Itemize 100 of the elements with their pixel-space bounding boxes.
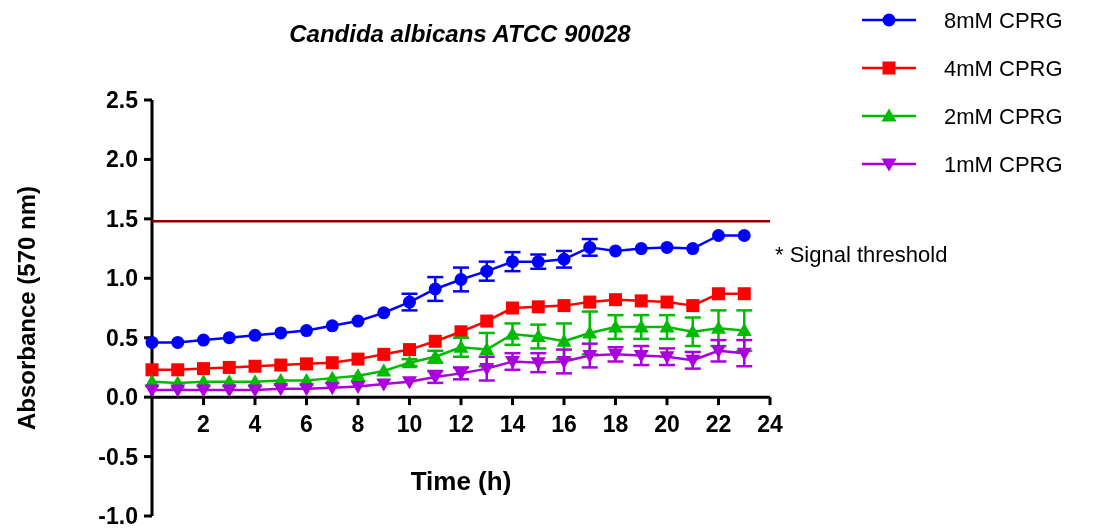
point — [634, 294, 648, 308]
point — [376, 363, 392, 377]
y-tick-label: 2.0 — [106, 146, 138, 173]
point — [300, 357, 313, 371]
x-tick-label: 12 — [448, 411, 474, 438]
point — [351, 314, 365, 328]
point — [480, 314, 494, 328]
x-tick-label: 20 — [654, 411, 680, 438]
point — [609, 244, 622, 258]
point — [428, 334, 442, 348]
point — [531, 300, 545, 314]
point — [608, 319, 623, 333]
y-tick-label: 2.5 — [106, 87, 139, 114]
point — [633, 319, 649, 333]
point — [274, 358, 288, 372]
point — [248, 359, 262, 373]
x-tick-label: 16 — [551, 411, 577, 438]
point — [222, 360, 236, 374]
y-axis-title: Absorbance (570 nm) — [13, 185, 40, 431]
point — [145, 363, 159, 377]
legend-label: 2mM CPRG — [944, 103, 1063, 129]
point — [505, 355, 520, 369]
y-tick-label: -1.0 — [98, 503, 138, 530]
point — [609, 293, 622, 307]
point — [428, 282, 442, 296]
point — [197, 362, 210, 376]
point — [685, 354, 701, 368]
point — [530, 357, 546, 371]
point — [171, 363, 185, 377]
point — [736, 347, 752, 361]
y-tick-label: 1.5 — [106, 205, 139, 232]
x-tick-label: 14 — [499, 411, 526, 438]
point — [248, 328, 262, 342]
point — [712, 229, 725, 242]
point — [506, 255, 519, 269]
point — [350, 380, 366, 394]
point — [712, 287, 725, 301]
point — [196, 384, 211, 398]
x-axis-title: Time (h) — [410, 466, 512, 496]
point — [403, 343, 416, 357]
point — [325, 319, 339, 333]
x-tick-label: 10 — [396, 411, 423, 438]
point — [171, 335, 185, 349]
point — [197, 333, 210, 347]
point — [686, 242, 700, 256]
point — [685, 324, 701, 338]
x-tick-label: 4 — [248, 411, 262, 438]
x-tick-label: 22 — [705, 411, 732, 438]
point — [453, 339, 469, 353]
point — [736, 323, 752, 337]
point — [479, 342, 495, 356]
point — [377, 306, 391, 320]
point — [299, 383, 314, 397]
point — [582, 350, 598, 364]
point — [145, 335, 159, 349]
y-tick-label: 0.0 — [106, 384, 138, 411]
point — [454, 272, 468, 286]
point — [247, 384, 263, 398]
point — [711, 320, 726, 334]
point — [505, 326, 520, 340]
point — [557, 299, 571, 313]
legend-label: 4mM CPRG — [944, 55, 1063, 81]
point — [686, 299, 700, 313]
point — [479, 363, 495, 377]
x-tick-label: 24 — [757, 411, 783, 438]
y-tick-label: 1.0 — [106, 265, 138, 292]
point — [583, 295, 597, 309]
x-tick-label: 8 — [351, 411, 365, 438]
point — [711, 345, 726, 359]
point — [737, 229, 751, 242]
point — [402, 376, 417, 390]
x-tick-label: 18 — [602, 411, 629, 438]
y-tick-label: -0.5 — [98, 443, 139, 470]
point — [556, 355, 572, 369]
point — [350, 368, 366, 382]
point — [480, 264, 494, 278]
legend-label: 1mM CPRG — [944, 151, 1063, 177]
x-tick-label: 2 — [197, 411, 210, 438]
point — [633, 350, 649, 364]
point — [737, 287, 751, 301]
point — [506, 301, 519, 315]
chart-title: Candida albicans ATCC 90028 — [289, 20, 632, 47]
point — [221, 384, 237, 398]
point — [377, 347, 391, 361]
point — [273, 383, 289, 397]
point — [222, 331, 236, 345]
point — [274, 326, 288, 340]
point — [170, 384, 186, 398]
point — [351, 352, 365, 366]
ref-line-label: * Signal threshold — [775, 242, 948, 268]
point — [376, 378, 392, 392]
point — [300, 324, 313, 338]
y-tick-label: 0.5 — [106, 324, 139, 351]
point — [325, 356, 339, 370]
point — [324, 382, 340, 396]
legend-label: 8mM CPRG — [944, 7, 1063, 33]
point — [556, 333, 572, 347]
point — [660, 295, 674, 309]
point — [659, 319, 675, 333]
x-tick-label: 6 — [300, 411, 313, 438]
